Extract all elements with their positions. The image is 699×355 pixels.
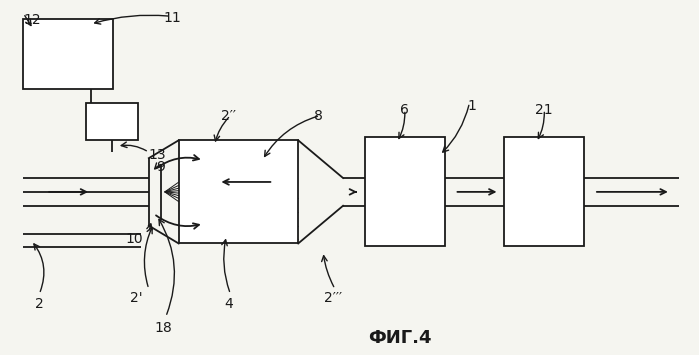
Text: 2': 2' xyxy=(130,291,143,305)
Text: 1: 1 xyxy=(467,99,476,113)
Bar xyxy=(505,137,584,246)
Text: 12: 12 xyxy=(23,13,41,27)
Text: 2: 2 xyxy=(35,297,43,311)
Text: ФИГ.4: ФИГ.4 xyxy=(368,329,431,347)
Text: 10: 10 xyxy=(125,231,143,246)
Text: 2′′′: 2′′′ xyxy=(324,291,342,305)
Text: 4: 4 xyxy=(224,297,233,311)
Bar xyxy=(365,137,445,246)
Text: 9: 9 xyxy=(157,160,165,174)
Text: 6: 6 xyxy=(401,103,409,116)
Text: 18: 18 xyxy=(155,321,173,335)
Text: 21: 21 xyxy=(535,103,553,116)
Bar xyxy=(86,103,138,140)
Bar xyxy=(179,140,298,244)
Text: 8: 8 xyxy=(314,109,322,122)
Text: 11: 11 xyxy=(164,11,182,25)
Text: 13: 13 xyxy=(149,148,166,162)
Text: 2′′: 2′′ xyxy=(221,109,236,122)
Bar xyxy=(23,19,113,89)
